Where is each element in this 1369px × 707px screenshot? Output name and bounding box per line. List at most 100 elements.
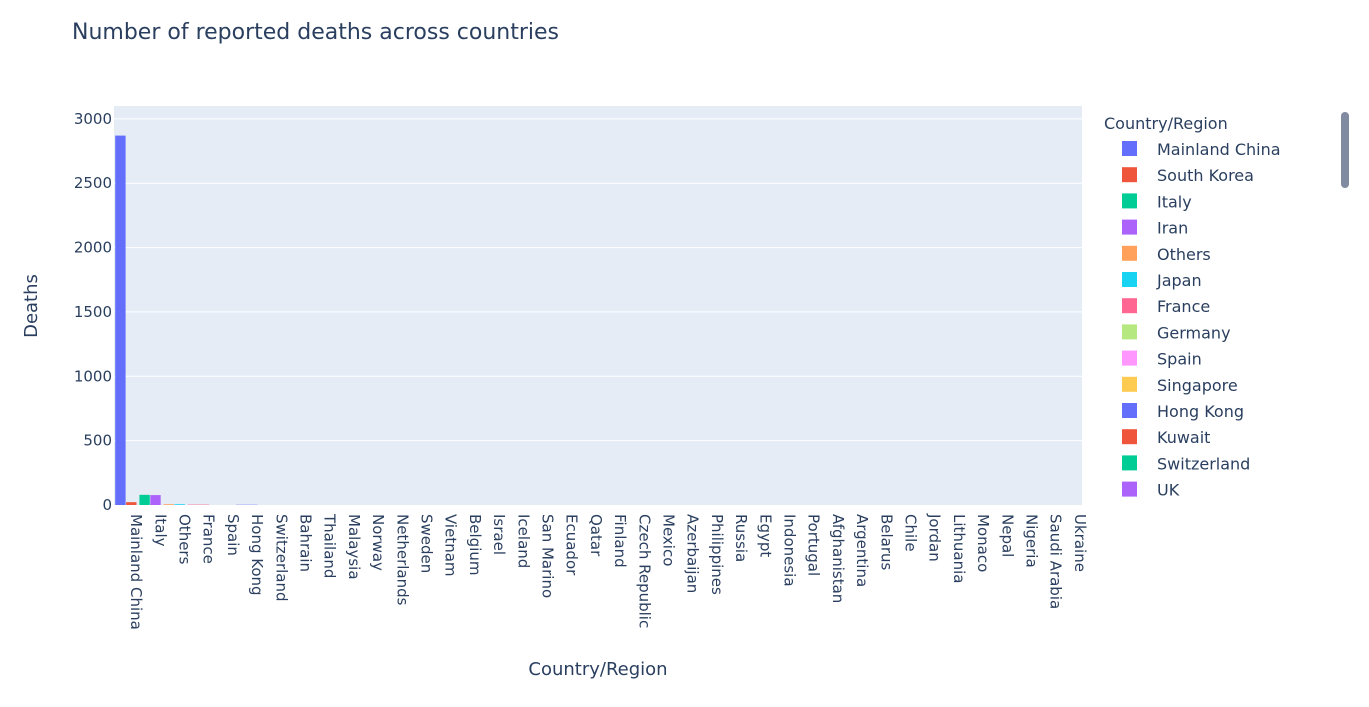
- x-tick-label: Netherlands: [393, 514, 411, 606]
- x-tick-label: Bahrain: [297, 514, 315, 572]
- x-tick-label: Others: [176, 514, 194, 565]
- legend-scrollbar[interactable]: [1341, 112, 1349, 188]
- legend-label: South Korea: [1157, 166, 1254, 185]
- y-tick-label: 1000: [74, 367, 112, 385]
- bar-mainland-china[interactable]: [115, 135, 126, 506]
- x-tick-label: Czech Republic: [635, 514, 653, 628]
- x-tick-label: Qatar: [587, 514, 605, 557]
- x-tick-label: Vietnam: [442, 514, 460, 577]
- x-tick-label: Mexico: [660, 514, 678, 566]
- legend-swatch: [1122, 272, 1137, 287]
- bar-iran[interactable]: [150, 495, 161, 505]
- x-tick-label: Egypt: [756, 514, 774, 557]
- legend-swatch: [1122, 350, 1137, 366]
- legend-item[interactable]: Singapore: [1122, 376, 1238, 395]
- legend-label: Singapore: [1157, 376, 1238, 395]
- x-tick-label: Malaysia: [345, 514, 363, 580]
- legend-label: Hong Kong: [1157, 402, 1244, 421]
- x-tick-label: Italy: [151, 514, 169, 547]
- legend-swatch: [1122, 219, 1137, 235]
- x-tick-label: Azerbaijan: [684, 514, 702, 593]
- bar-italy[interactable]: [139, 494, 150, 505]
- x-tick-label: Spain: [224, 514, 242, 556]
- legend-label: Italy: [1157, 192, 1192, 211]
- chart-title: Number of reported deaths across countri…: [72, 20, 559, 45]
- x-tick-label: Philippines: [708, 514, 726, 595]
- legend-item[interactable]: France: [1122, 297, 1210, 316]
- x-tick-label: Nepal: [998, 514, 1016, 557]
- x-tick-label: Iceland: [514, 514, 532, 568]
- legend-item[interactable]: Japan: [1122, 271, 1202, 290]
- legend-item[interactable]: Spain: [1122, 350, 1202, 369]
- y-tick-label: 0: [102, 496, 112, 514]
- x-tick-label: Israel: [490, 514, 508, 555]
- bar-others[interactable]: [163, 504, 174, 505]
- legend-swatch: [1122, 193, 1137, 209]
- legend-title: Country/Region: [1104, 114, 1228, 133]
- legend-item[interactable]: Switzerland: [1122, 454, 1250, 473]
- legend-label: Germany: [1157, 323, 1231, 342]
- y-tick-label: 500: [83, 432, 112, 450]
- legend-swatch: [1122, 324, 1137, 340]
- legend-item[interactable]: South Korea: [1122, 166, 1254, 185]
- legend-item[interactable]: Iran: [1122, 219, 1188, 238]
- y-tick-label: 1500: [74, 303, 112, 321]
- legend[interactable]: Mainland China South Korea Italy Iran Others…: [1122, 140, 1281, 500]
- legend-item[interactable]: Mainland China: [1122, 140, 1281, 159]
- x-tick-label: Finland: [611, 514, 629, 568]
- legend-swatch: [1122, 376, 1137, 392]
- gridlines: [114, 118, 1082, 442]
- legend-item[interactable]: UK: [1122, 481, 1180, 500]
- x-axis-ticks: Mainland China Italy Others France Spain Hong…: [127, 513, 1089, 630]
- x-tick-label: Chile: [902, 514, 920, 552]
- legend-swatch: [1122, 298, 1137, 314]
- legend-item[interactable]: Others: [1122, 245, 1211, 264]
- x-tick-label: San Marino: [539, 514, 557, 598]
- legend-swatch: [1122, 141, 1137, 156]
- x-tick-label: Argentina: [853, 514, 871, 587]
- legend-item[interactable]: Italy: [1122, 192, 1192, 211]
- legend-label: Switzerland: [1157, 454, 1250, 473]
- legend-swatch: [1122, 429, 1137, 445]
- y-axis-ticks: 0 500 1000 1500 2000 2500 3000: [74, 110, 112, 514]
- bars: [115, 135, 258, 506]
- x-tick-label: Switzerland: [272, 514, 290, 602]
- legend-label: Spain: [1157, 350, 1202, 369]
- x-tick-label: Belarus: [877, 514, 895, 571]
- legend-swatch: [1122, 481, 1137, 497]
- legend-label: France: [1157, 297, 1210, 316]
- x-tick-label: Jordan: [926, 513, 944, 562]
- legend-item[interactable]: Hong Kong: [1122, 402, 1244, 421]
- legend-label: UK: [1157, 481, 1180, 500]
- x-axis-title: Country/Region: [528, 659, 667, 680]
- x-tick-label: Nigeria: [1023, 514, 1041, 568]
- legend-swatch: [1122, 167, 1137, 183]
- legend-swatch: [1122, 403, 1137, 418]
- plot-area: [114, 106, 1082, 505]
- legend-label: Iran: [1157, 219, 1188, 238]
- x-tick-label: Monaco: [974, 514, 992, 572]
- x-tick-label: Mainland China: [127, 514, 145, 630]
- legend-swatch: [1122, 245, 1137, 261]
- legend-item[interactable]: Germany: [1122, 323, 1231, 342]
- y-axis-title: Deaths: [21, 274, 42, 338]
- x-tick-label: Russia: [732, 514, 750, 562]
- legend-label: Kuwait: [1157, 428, 1210, 447]
- legend-label: Others: [1157, 245, 1211, 264]
- x-tick-label: Thailand: [321, 513, 339, 578]
- x-tick-label: Norway: [369, 514, 387, 571]
- x-tick-label: Sweden: [418, 514, 436, 573]
- x-tick-label: Indonesia: [781, 514, 799, 587]
- x-tick-label: Saudi Arabia: [1047, 514, 1065, 609]
- y-tick-label: 2000: [74, 239, 112, 257]
- x-tick-label: France: [200, 514, 218, 564]
- legend-item[interactable]: Kuwait: [1122, 428, 1210, 447]
- bar-south-korea[interactable]: [126, 502, 137, 505]
- bar-japan[interactable]: [174, 504, 185, 505]
- legend-label: Japan: [1156, 271, 1202, 290]
- x-tick-label: Ukraine: [1071, 514, 1089, 572]
- y-tick-label: 2500: [74, 174, 112, 192]
- x-tick-label: Portugal: [805, 514, 823, 576]
- x-tick-label: Hong Kong: [248, 514, 266, 596]
